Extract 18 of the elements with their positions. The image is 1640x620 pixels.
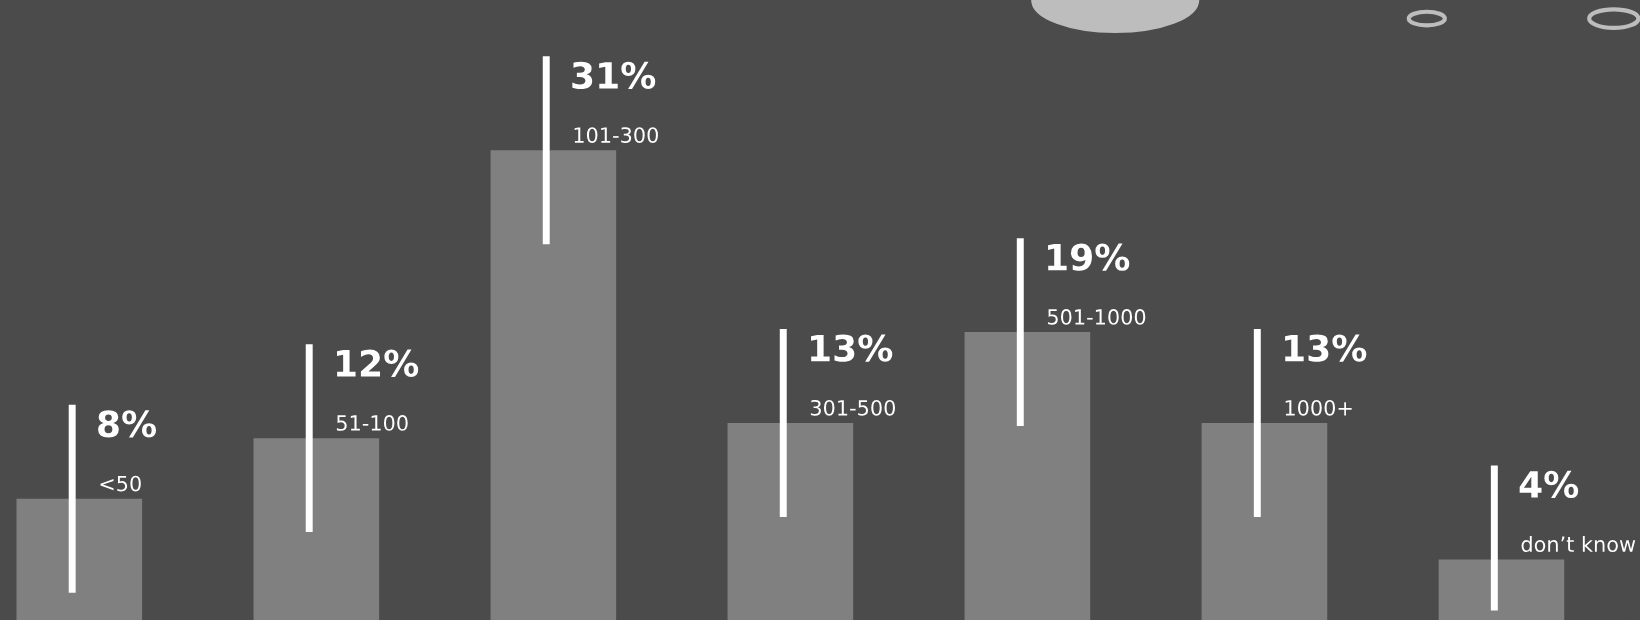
bar bbox=[727, 423, 854, 620]
x-tick-label: 51-100 bbox=[336, 415, 408, 431]
bar bbox=[964, 332, 1091, 620]
data-label: 19% bbox=[1048, 243, 1130, 271]
data-label: 13% bbox=[1285, 334, 1367, 362]
data-label: 8% bbox=[98, 410, 157, 438]
x-tick-label: 301-500 bbox=[810, 399, 895, 416]
data-label: 12% bbox=[336, 349, 419, 377]
bar bbox=[1201, 423, 1328, 620]
x-tick-label: don’t know bbox=[1521, 535, 1636, 553]
data-label: 31% bbox=[572, 61, 656, 90]
x-tick-label: 501-1000 bbox=[1047, 309, 1146, 325]
x-tick-label: 101-300 bbox=[574, 127, 658, 143]
bar bbox=[490, 150, 617, 620]
x-tick-label: <50 bbox=[100, 475, 141, 492]
data-label: 13% bbox=[811, 334, 893, 362]
data-label: 4% bbox=[1519, 470, 1579, 499]
x-tick-label: 1000+ bbox=[1285, 399, 1352, 416]
